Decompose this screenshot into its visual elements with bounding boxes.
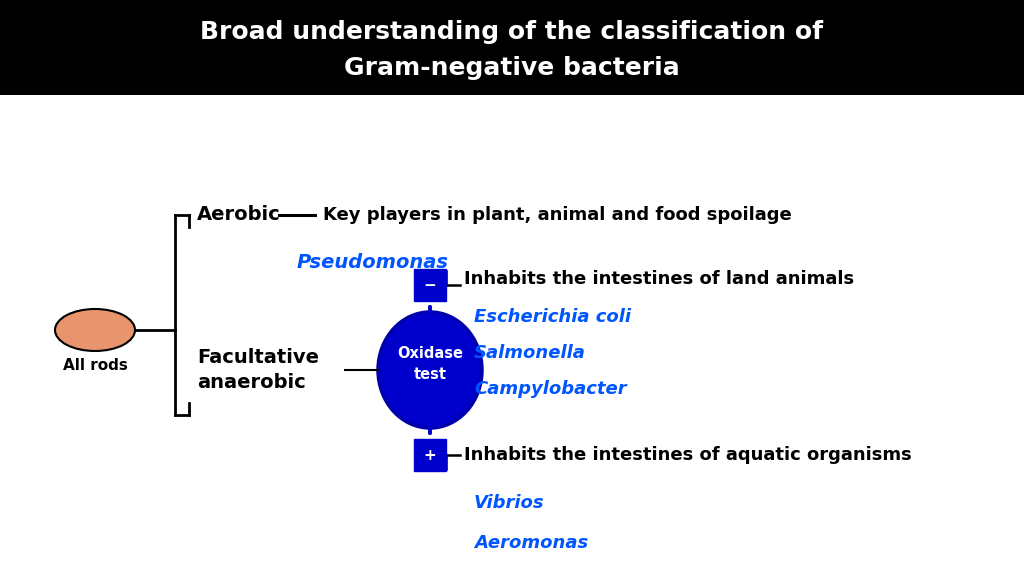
Text: +: + bbox=[424, 448, 436, 463]
Bar bbox=[0, 0, 1024, 95]
Text: Salmonella: Salmonella bbox=[474, 344, 586, 362]
Text: Broad understanding of the classification of: Broad understanding of the classificatio… bbox=[201, 20, 823, 44]
FancyBboxPatch shape bbox=[414, 269, 446, 301]
Text: Facultative
anaerobic: Facultative anaerobic bbox=[197, 348, 319, 392]
Text: −: − bbox=[424, 278, 436, 293]
Ellipse shape bbox=[55, 309, 135, 351]
Text: Key players in plant, animal and food spoilage: Key players in plant, animal and food sp… bbox=[323, 206, 792, 224]
FancyBboxPatch shape bbox=[414, 439, 446, 471]
Text: Inhabits the intestines of land animals: Inhabits the intestines of land animals bbox=[464, 270, 854, 288]
Text: Inhabits the intestines of aquatic organisms: Inhabits the intestines of aquatic organ… bbox=[464, 446, 911, 464]
Text: Oxidase
test: Oxidase test bbox=[397, 346, 463, 382]
Text: Gram-negative bacteria: Gram-negative bacteria bbox=[344, 56, 680, 80]
Ellipse shape bbox=[378, 312, 482, 428]
Text: Aerobic: Aerobic bbox=[197, 205, 281, 224]
Text: Aeromonas: Aeromonas bbox=[474, 534, 588, 552]
Text: All rods: All rods bbox=[62, 358, 127, 373]
Text: Vibrios: Vibrios bbox=[474, 494, 545, 512]
Text: Pseudomonas: Pseudomonas bbox=[297, 253, 449, 272]
Text: Campylobacter: Campylobacter bbox=[474, 380, 627, 398]
Text: Escherichia coli: Escherichia coli bbox=[474, 308, 631, 326]
